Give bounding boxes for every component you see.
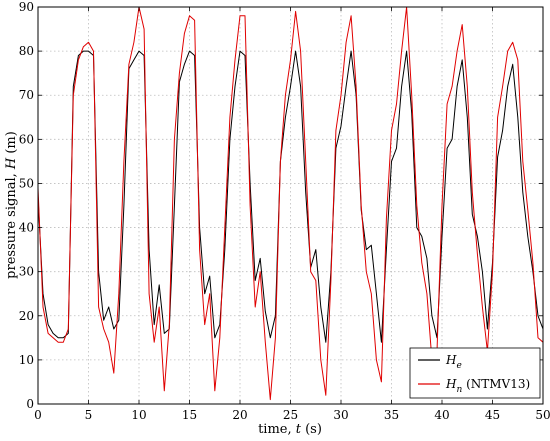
x-tick-label: 45	[485, 408, 500, 422]
y-axis-label-var: H	[4, 157, 19, 170]
x-tick-label: 40	[434, 408, 449, 422]
y-tick-label: 70	[19, 88, 34, 102]
y-axis-label-text: pressure signal,	[4, 169, 19, 279]
y-tick-label: 90	[19, 0, 34, 14]
legend-box	[409, 347, 541, 399]
x-tick-label: 25	[283, 408, 298, 422]
x-tick-label: 5	[85, 408, 93, 422]
x-axis-label-var: t	[296, 422, 302, 437]
x-tick-label: 35	[384, 408, 399, 422]
x-tick-label: 15	[182, 408, 197, 422]
y-tick-label: 60	[19, 132, 34, 146]
y-tick-label: 0	[26, 397, 34, 411]
legend-label-hn: Hn (NTMV13)	[445, 377, 530, 395]
x-axis-label: time, t (s)	[258, 422, 322, 437]
y-tick-label: 50	[19, 176, 34, 190]
x-axis-label-unit: (s)	[301, 422, 322, 437]
x-tick-label: 0	[34, 408, 42, 422]
y-tick-label: 20	[19, 309, 34, 323]
x-axis-label-text: time,	[258, 422, 296, 437]
y-tick-label: 30	[19, 265, 34, 279]
y-axis-label-unit: (m)	[4, 131, 19, 158]
y-tick-label: 10	[19, 353, 34, 367]
legend: He Hn (NTMV13)	[409, 347, 541, 399]
x-tick-label: 10	[131, 408, 146, 422]
y-tick-label: 40	[19, 221, 34, 235]
x-tick-label: 50	[535, 408, 550, 422]
y-tick-label: 80	[19, 44, 34, 58]
axis-ticks: 0 5 10 15 20 25 30 35 40 45 50 0 10 20 30 40 50 60 70 80 90	[19, 0, 550, 422]
x-tick-label: 30	[333, 408, 348, 422]
legend-label-he: He	[445, 353, 462, 371]
series-line-hn	[38, 7, 543, 401]
y-axis-label: pressure signal, H (m)	[4, 131, 19, 279]
series-layer	[38, 7, 543, 401]
grid	[38, 7, 543, 404]
series-line-he	[38, 50, 543, 343]
x-tick-label: 20	[232, 408, 247, 422]
